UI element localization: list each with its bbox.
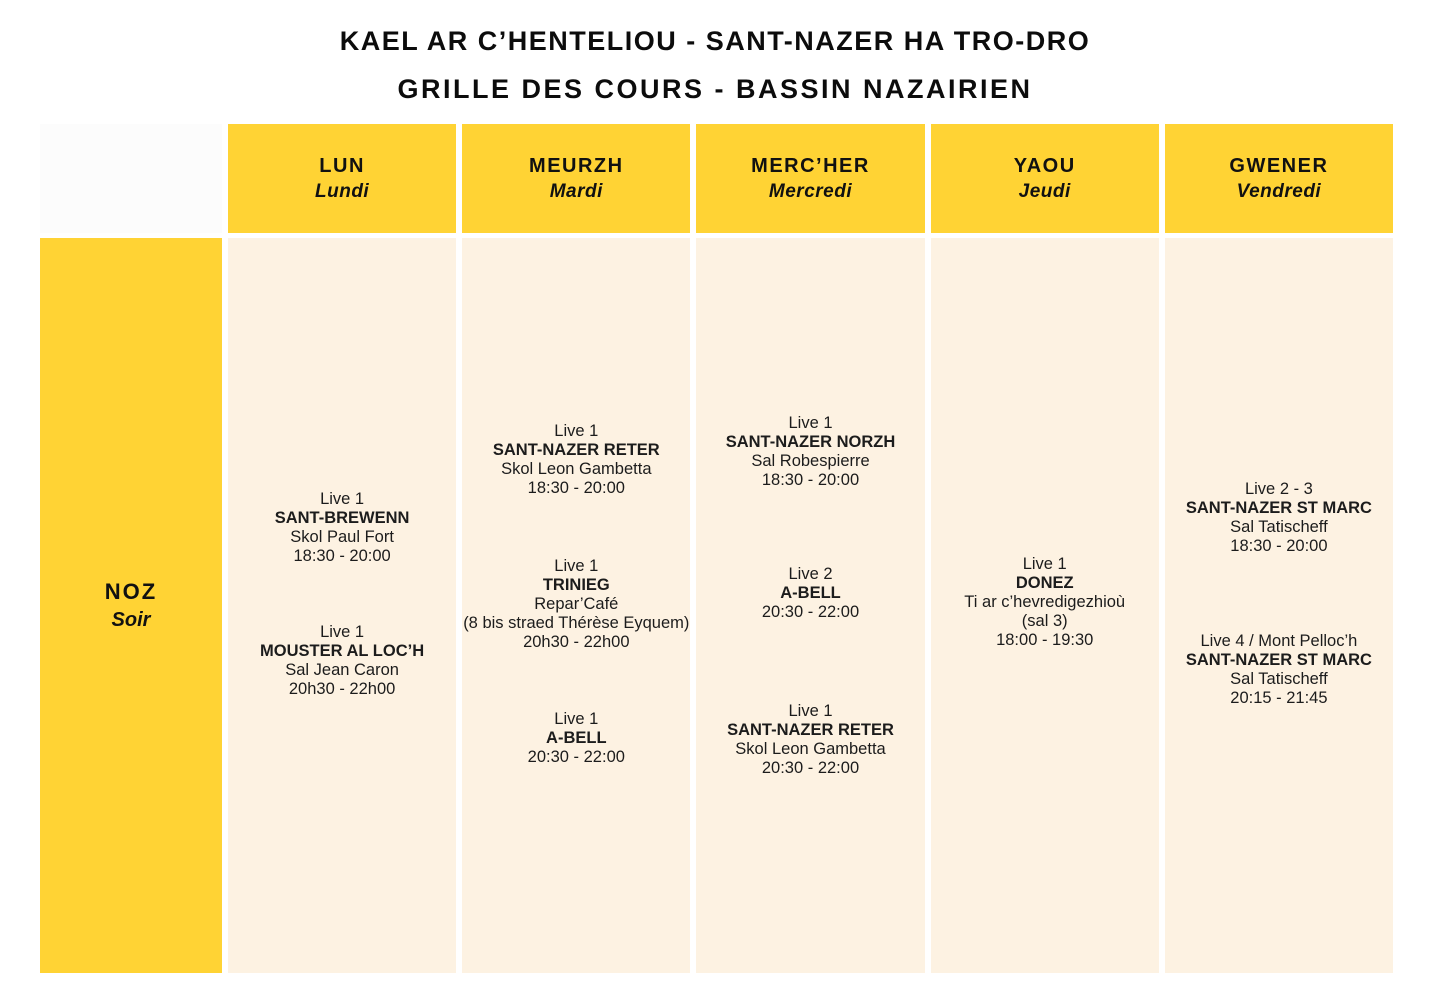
day-header-jeudi: YAOU Jeudi	[930, 124, 1159, 233]
event-level: Live 2	[788, 565, 833, 583]
day-header-lundi: LUN Lundi	[228, 124, 457, 233]
day-name-breton: YAOU	[1013, 154, 1076, 177]
event-name: DONEZ	[1015, 574, 1074, 592]
event-time: 20h30 - 22h00	[288, 680, 396, 698]
event-name: SANT-NAZER ST MARC	[1185, 651, 1372, 669]
event-level: Live 1	[320, 490, 365, 508]
day-name-breton: MEURZH	[529, 154, 624, 177]
row-label-french: Soir	[111, 609, 151, 631]
day-name-breton: LUN	[319, 154, 365, 177]
day-column-jeudi: Live 1 DONEZ Ti ar c’hevredigezhioù (sal 3)…	[930, 238, 1159, 973]
event-name: TRINIEG	[542, 576, 610, 594]
event-level: Live 1	[554, 422, 599, 440]
event-level: Live 2 - 3	[1244, 480, 1313, 498]
event-name: A-BELL	[546, 729, 607, 747]
day-name-french: Lundi	[315, 180, 370, 202]
day-column-vendredi: Live 2 - 3 SANT-NAZER ST MARC Sal Tatische…	[1164, 238, 1394, 973]
event-name: SANT-NAZER RETER	[492, 441, 660, 459]
event-location: (sal 3)	[1021, 612, 1068, 630]
event-location: Sal Tatischeff	[1230, 670, 1328, 688]
event-time: 18:30 - 20:00	[293, 547, 391, 565]
day-header-vendredi: GWENER Vendredi	[1164, 124, 1394, 233]
event-name: SANT-NAZER NORZH	[725, 433, 896, 451]
event-name: MOUSTER AL LOC’H	[260, 642, 425, 660]
event-block: Live 1 TRINIEG Repar’Café (8 bis straed Thé…	[462, 557, 690, 652]
schedule-table: LUN Lundi MEURZH Mardi MERC’HER Mercredi YAOU J…	[40, 124, 1394, 973]
event-location: Sal Jean Caron	[285, 661, 399, 679]
event-location: Sal Robespierre	[751, 452, 870, 470]
day-column-mardi: Live 1 SANT-NAZER RETER Skol Leon Gambetta…	[462, 238, 691, 973]
event-block: Live 1 SANT-BREWENN Skol Paul Fort 18:30 - …	[228, 490, 456, 566]
event-time: 18:30 - 20:00	[527, 479, 625, 497]
event-location: Skol Leon Gambetta	[501, 460, 652, 478]
event-time: 20h30 - 22h00	[523, 633, 630, 651]
day-name-breton: GWENER	[1229, 154, 1329, 177]
event-time: 20:30 - 22:00	[761, 603, 860, 621]
event-time: 18:00 - 19:30	[996, 631, 1094, 649]
body-row: NOZ Soir Live 1 SANT-BREWENN Skol Paul For…	[40, 238, 1394, 973]
event-name: SANT-BREWENN	[274, 509, 410, 527]
event-block: Live 1 SANT-NAZER RETER Skol Leon Gambetta…	[696, 702, 924, 778]
header-row: LUN Lundi MEURZH Mardi MERC’HER Mercredi YAOU J…	[40, 124, 1394, 233]
day-column-lundi: Live 1 SANT-BREWENN Skol Paul Fort 18:30 - …	[228, 238, 457, 973]
event-location: Skol Leon Gambetta	[735, 740, 886, 758]
event-location: Repar’Café	[534, 595, 619, 613]
event-location: (8 bis straed Thérèse Eyquem)	[463, 614, 690, 632]
row-header-noz: NOZ Soir	[40, 238, 222, 973]
event-location: Skol Paul Fort	[290, 528, 394, 546]
event-level: Live 1	[1022, 555, 1067, 573]
day-column-mercredi: Live 1 SANT-NAZER NORZH Sal Robespierre 18:…	[696, 238, 925, 973]
event-name: SANT-NAZER ST MARC	[1185, 499, 1372, 517]
event-time: 18:30 - 20:00	[1230, 537, 1328, 555]
page-title-french: GRILLE DES COURS - BASSIN NAZAIRIEN	[397, 74, 1033, 104]
event-level: Live 4 / Mont Pelloc’h	[1200, 632, 1358, 650]
day-name-french: Jeudi	[1018, 180, 1071, 202]
event-block: Live 1 MOUSTER AL LOC’H Sal Jean Caron 20h3…	[228, 623, 456, 699]
event-level: Live 1	[554, 557, 599, 575]
event-block: Live 4 / Mont Pelloc’h SANT-NAZER ST MARC…	[1165, 632, 1393, 708]
event-name: A-BELL	[780, 584, 841, 602]
event-level: Live 1	[320, 623, 365, 641]
day-header-mercredi: MERC’HER Mercredi	[696, 124, 925, 233]
event-location: Ti ar c’hevredigezhioù	[964, 593, 1126, 611]
event-time: 20:30 - 22:00	[761, 759, 860, 777]
day-name-french: Mercredi	[768, 180, 853, 202]
event-block: Live 1 A-BELL 20:30 - 22:00	[462, 710, 690, 767]
event-block: Live 1 DONEZ Ti ar c’hevredigezhioù (sal 3)…	[931, 555, 1159, 650]
day-name-french: Mardi	[549, 180, 603, 202]
event-block: Live 1 SANT-NAZER RETER Skol Leon Gambetta…	[462, 422, 690, 498]
event-level: Live 1	[788, 414, 833, 432]
event-time: 18:30 - 20:00	[761, 471, 860, 489]
event-block: Live 2 - 3 SANT-NAZER ST MARC Sal Tatische…	[1165, 480, 1393, 556]
corner-cell	[40, 124, 222, 233]
event-time: 20:15 - 21:45	[1230, 689, 1328, 707]
event-location: Sal Tatischeff	[1230, 518, 1328, 536]
row-label-breton: NOZ	[104, 579, 158, 604]
day-header-mardi: MEURZH Mardi	[462, 124, 691, 233]
day-name-french: Vendredi	[1236, 180, 1322, 202]
event-block: Live 2 A-BELL 20:30 - 22:00	[696, 565, 924, 622]
event-level: Live 1	[554, 710, 599, 728]
event-block: Live 1 SANT-NAZER NORZH Sal Robespierre 18:…	[696, 414, 924, 490]
event-name: SANT-NAZER RETER	[727, 721, 894, 739]
event-time: 20:30 - 22:00	[527, 748, 625, 766]
page-title-breton: KAEL AR C’HENTELIOU - SANT-NAZER HA TRO-…	[339, 26, 1091, 56]
day-name-breton: MERC’HER	[751, 154, 870, 177]
event-level: Live 1	[788, 702, 833, 720]
